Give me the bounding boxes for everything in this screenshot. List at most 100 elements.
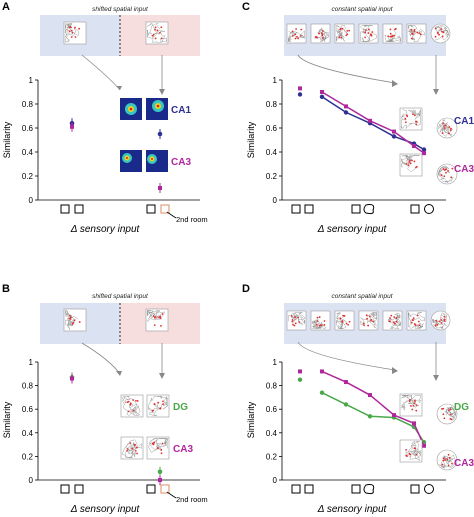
legend-ca3: CA3	[173, 444, 193, 455]
panel-a-caption: shifted spatial input	[92, 6, 149, 13]
panel-c-label: C	[242, 1, 250, 13]
tick-label: 1	[273, 358, 278, 367]
arrow-head	[159, 89, 165, 95]
tick-label: 1	[29, 76, 34, 85]
env-square	[399, 439, 423, 463]
tick-label: 1	[273, 76, 278, 85]
heatmap	[146, 98, 168, 120]
square-icon	[304, 204, 314, 214]
square-icon	[351, 484, 361, 494]
square-icon	[60, 204, 70, 214]
env-thumbnail	[406, 23, 427, 44]
data-point	[158, 478, 162, 482]
env-circle	[436, 117, 458, 139]
square-icon	[351, 204, 361, 214]
tick-label: 0.8	[22, 382, 34, 391]
env-thumbnail	[406, 310, 427, 331]
env-square	[146, 436, 170, 460]
env-thumbnail	[430, 23, 451, 44]
square-icon	[74, 204, 84, 214]
arrow	[297, 341, 396, 371]
data-point	[392, 129, 396, 134]
env-thumbnail	[382, 23, 403, 44]
x-axis-label: Δ sensory input	[70, 504, 141, 515]
panel-b-label: B	[2, 283, 10, 295]
arrow-head	[433, 89, 439, 95]
data-point	[343, 110, 349, 115]
tick-label: 0	[29, 196, 34, 205]
tick-label: 0.4	[22, 148, 34, 157]
square-icon	[146, 204, 156, 214]
data-points	[69, 118, 163, 193]
square-icon	[291, 204, 301, 214]
tick-label: 0.4	[266, 148, 278, 157]
env-square	[63, 308, 87, 332]
x-axis-label: Δ sensory input	[317, 504, 388, 515]
data-point	[70, 376, 74, 381]
env-thumbnail	[430, 310, 451, 331]
data-point	[343, 402, 349, 407]
panel-b-caption: shifted spatial input	[92, 293, 149, 300]
env-circle	[436, 163, 458, 185]
data-point	[320, 369, 324, 374]
arrow-head	[116, 371, 122, 376]
data-point	[344, 104, 348, 109]
data-point	[422, 443, 426, 448]
data-lines	[297, 86, 427, 156]
room-box-icon	[160, 204, 170, 214]
y-ticks: 0 0.2 0.4 0.6 0.8 1	[22, 76, 38, 205]
arrow	[297, 54, 396, 84]
x-axis-label: Δ sensory input	[317, 224, 388, 235]
arrow-head	[159, 373, 165, 379]
heatmap	[146, 150, 168, 172]
tick-label: 0.4	[266, 429, 278, 438]
env-thumbnail	[286, 310, 307, 331]
arrow-head	[433, 375, 439, 381]
second-room-label: 2nd room	[176, 215, 208, 224]
panel-b: B shifted spatial input 0 0.2 0.4 0.6 0.8 1 S…	[2, 283, 208, 515]
legend-ca1: CA1	[171, 105, 191, 116]
env-row	[286, 23, 451, 44]
tick-label: 0.6	[266, 405, 278, 414]
data-point	[368, 118, 372, 123]
panel-c-caption: constant spatial input	[331, 6, 393, 13]
panel-a-label: A	[2, 1, 10, 13]
data-point	[391, 134, 397, 139]
env-thumbnail	[358, 310, 379, 331]
second-room-label: 2nd room	[176, 495, 208, 504]
data-points	[69, 372, 163, 485]
env-circle	[436, 449, 458, 471]
y-ticks: 0 0.2 0.4 0.6 0.8 1	[266, 76, 282, 205]
tick-label: 0.2	[266, 452, 278, 461]
env-circle	[436, 403, 458, 425]
series-line-dg	[321, 392, 425, 443]
blob-icon	[363, 204, 375, 215]
data-point	[412, 144, 416, 148]
square-icon	[410, 484, 420, 494]
y-axis-label: Similarity	[2, 401, 12, 438]
heatmap	[120, 98, 142, 120]
circle-icon	[424, 204, 434, 214]
tick-label: 0.4	[22, 429, 34, 438]
env-square	[146, 394, 170, 418]
data-point	[297, 92, 303, 97]
pointer-line	[166, 211, 177, 219]
data-point	[158, 186, 162, 190]
data-point	[70, 124, 74, 129]
env-thumbnail	[358, 23, 379, 44]
data-point	[298, 369, 302, 374]
square-icon	[74, 484, 84, 494]
data-point	[368, 393, 372, 398]
panel-a: A shifted spatial input 0 0.2 0.4 0.6 0.8 1 S…	[2, 1, 208, 235]
env-square	[399, 393, 423, 417]
blob-icon	[363, 484, 375, 495]
env-thumbnail	[382, 310, 403, 331]
tick-label: 0	[273, 196, 278, 205]
data-point	[298, 86, 302, 91]
square-icon	[304, 484, 314, 494]
data-point	[319, 390, 325, 395]
legend-dg: DG	[173, 402, 188, 413]
data-point	[421, 147, 427, 152]
series-line-ca3	[321, 370, 425, 447]
